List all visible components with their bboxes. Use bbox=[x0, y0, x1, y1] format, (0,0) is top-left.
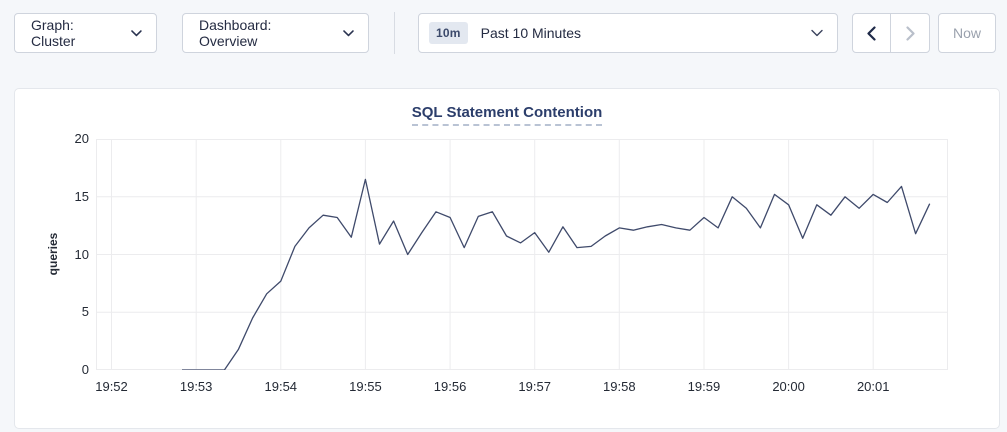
x-tick-label: 20:01 bbox=[856, 379, 890, 394]
plot-area bbox=[96, 139, 948, 370]
toolbar: Graph: Cluster Dashboard: Overview 10m P… bbox=[0, 0, 1007, 70]
x-tick-label: 19:58 bbox=[603, 379, 636, 394]
chart-title-row: SQL Statement Contention bbox=[15, 104, 999, 126]
time-nav-group bbox=[852, 13, 930, 53]
x-tick-label: 19:55 bbox=[349, 379, 382, 394]
x-tick-label: 19:57 bbox=[518, 379, 551, 394]
chevron-left-icon bbox=[867, 25, 876, 41]
time-range-dropdown[interactable]: 10m Past 10 Minutes bbox=[418, 13, 838, 53]
graph-dropdown-label: Graph: Cluster bbox=[31, 17, 76, 49]
chevron-down-icon bbox=[343, 29, 354, 36]
chevron-down-icon bbox=[131, 29, 142, 36]
chevron-down-icon bbox=[811, 29, 823, 37]
y-tick-label: 20 bbox=[74, 131, 89, 146]
chart-title[interactable]: SQL Statement Contention bbox=[411, 104, 603, 126]
x-tick-label: 19:53 bbox=[179, 379, 213, 394]
time-range-label: Past 10 Minutes bbox=[480, 25, 582, 41]
now-button[interactable]: Now bbox=[938, 13, 996, 53]
graph-dropdown[interactable]: Graph: Cluster bbox=[14, 13, 157, 53]
y-tick-label: 15 bbox=[74, 188, 89, 204]
toolbar-divider bbox=[394, 12, 395, 54]
chart-panel: SQL Statement Contention queries 0 5 10 15 2… bbox=[14, 88, 1000, 429]
dashboard-dropdown[interactable]: Dashboard: Overview bbox=[182, 13, 369, 53]
x-tick-label: 19:54 bbox=[264, 379, 298, 394]
x-tick-label: 19:59 bbox=[687, 379, 721, 394]
dashboard-dropdown-label: Dashboard: Overview bbox=[199, 17, 272, 49]
y-tick-label: 10 bbox=[74, 246, 89, 262]
x-tick-label: 19:52 bbox=[95, 379, 128, 394]
next-time-button[interactable] bbox=[891, 14, 929, 52]
y-tick-label: 5 bbox=[81, 304, 89, 320]
x-tick-label: 20:00 bbox=[772, 379, 805, 394]
time-range-badge: 10m bbox=[429, 22, 468, 44]
x-tick-label: 19:56 bbox=[433, 379, 467, 394]
chevron-right-icon bbox=[905, 25, 915, 41]
line-chart bbox=[96, 139, 948, 370]
prev-time-button[interactable] bbox=[853, 14, 892, 52]
y-tick-label: 0 bbox=[81, 362, 89, 377]
